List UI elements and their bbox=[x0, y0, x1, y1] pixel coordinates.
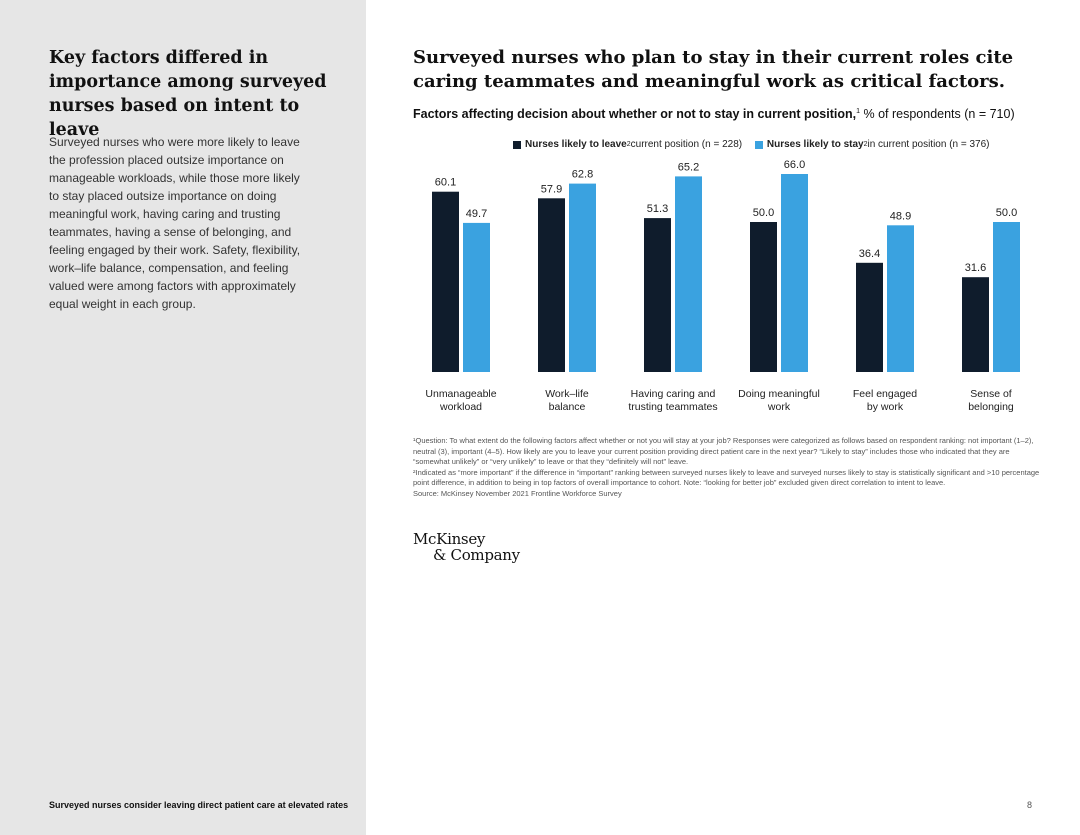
chart-subtitle: Factors affecting decision about whether… bbox=[413, 107, 1053, 121]
category-label-0-line-1: workload bbox=[439, 401, 482, 413]
footnote-2: ²Indicated as “more important” if the di… bbox=[413, 467, 1040, 488]
data-label-stay-5: 50.0 bbox=[996, 207, 1017, 219]
category-label-2-line-0: Having caring and bbox=[631, 388, 716, 400]
left-footer: Surveyed nurses consider leaving direct … bbox=[49, 800, 349, 810]
category-label-5-line-0: Sense of bbox=[970, 388, 1012, 400]
bar-stay-0 bbox=[463, 222, 490, 372]
legend-item-stay: Nurses likely to stay 2 in current positi… bbox=[754, 139, 990, 150]
bar-leave-0 bbox=[432, 191, 459, 372]
subtitle-footnote-mark: 1 bbox=[856, 107, 861, 115]
category-label-0-line-0: Unmanageable bbox=[425, 388, 496, 400]
legend-leave-sup: 2 bbox=[626, 141, 631, 148]
bar-leave-5 bbox=[962, 277, 989, 372]
data-label-leave-1: 57.9 bbox=[541, 183, 562, 195]
legend-stay-bold: Nurses likely to stay bbox=[766, 139, 864, 150]
bar-leave-2 bbox=[644, 218, 671, 372]
data-label-stay-1: 62.8 bbox=[572, 169, 593, 181]
bar-stay-4 bbox=[887, 225, 914, 372]
footnote-1: ¹Question: To what extent do the followi… bbox=[413, 436, 1034, 466]
bar-stay-5 bbox=[993, 222, 1020, 372]
category-label-4-line-0: Feel engaged bbox=[853, 388, 917, 400]
logo-line-1: McKinsey bbox=[413, 530, 486, 548]
bar-leave-4 bbox=[856, 262, 883, 372]
subtitle-rest: % of respondents (n = 710) bbox=[860, 107, 1015, 121]
legend-swatch-leave bbox=[513, 140, 521, 149]
bar-stay-2 bbox=[675, 176, 702, 372]
legend-stay-rest: in current position (n = 376) bbox=[867, 139, 990, 150]
bar-stay-3 bbox=[781, 174, 808, 372]
data-label-leave-3: 50.0 bbox=[753, 207, 774, 219]
chart-legend: Nurses likely to leave 2 current position… bbox=[513, 139, 1000, 152]
category-label-3-line-0: Doing meaningful bbox=[738, 388, 820, 400]
left-panel: Key factors differed in importance among… bbox=[0, 0, 366, 835]
legend-stay-sup: 2 bbox=[863, 141, 868, 148]
bar-leave-1 bbox=[538, 198, 565, 372]
subtitle-bold: Factors affecting decision about whether… bbox=[413, 107, 857, 121]
category-label-3-line-1: work bbox=[767, 401, 791, 413]
legend-leave-rest: current position (n = 228) bbox=[630, 139, 743, 150]
data-label-stay-2: 65.2 bbox=[678, 161, 699, 173]
left-body-text: Surveyed nurses who were more likely to … bbox=[49, 135, 301, 311]
logo-line-2: & Company bbox=[433, 546, 520, 564]
chart-main-title: Surveyed nurses who plan to stay in thei… bbox=[413, 47, 1014, 92]
data-label-leave-2: 51.3 bbox=[647, 203, 668, 215]
mckinsey-logo: McKinsey & Company bbox=[413, 531, 520, 563]
category-label-1-line-0: Work–life bbox=[545, 388, 589, 400]
data-label-stay-4: 48.9 bbox=[890, 210, 911, 222]
bar-leave-3 bbox=[750, 222, 777, 372]
data-label-stay-3: 66.0 bbox=[784, 160, 805, 171]
legend-leave-bold: Nurses likely to leave bbox=[525, 139, 627, 150]
page-number: 8 bbox=[1027, 800, 1033, 810]
category-label-1-line-1: balance bbox=[549, 401, 586, 413]
legend-item-leave: Nurses likely to leave 2 current position… bbox=[513, 139, 742, 150]
category-label-5-line-1: belonging bbox=[968, 401, 1014, 413]
source-note: Source: McKinsey November 2021 Frontline… bbox=[413, 488, 622, 498]
data-label-leave-4: 36.4 bbox=[859, 248, 880, 260]
bar-stay-1 bbox=[569, 183, 596, 372]
data-label-leave-0: 60.1 bbox=[435, 177, 456, 189]
left-heading: Key factors differed in importance among… bbox=[49, 48, 327, 140]
data-label-stay-0: 49.7 bbox=[466, 208, 487, 220]
category-label-4-line-1: by work bbox=[867, 401, 904, 413]
data-label-leave-5: 31.6 bbox=[965, 262, 986, 274]
category-label-2-line-1: trusting teammates bbox=[628, 401, 717, 413]
footnotes: ¹Question: To what extent do the followi… bbox=[413, 436, 1043, 499]
legend-swatch-stay bbox=[754, 140, 763, 149]
